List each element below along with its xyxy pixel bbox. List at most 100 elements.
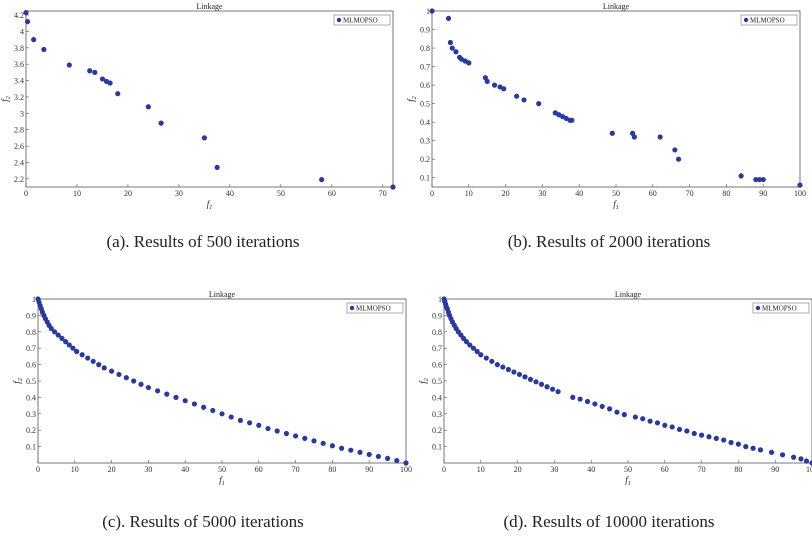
data-point-d xyxy=(500,364,506,370)
data-point-c xyxy=(348,447,354,453)
data-point-d xyxy=(699,432,705,438)
data-point-b xyxy=(514,93,520,99)
x-tick-label-c: 60 xyxy=(255,465,263,474)
y-tick-label-a: 3.4 xyxy=(14,77,24,86)
data-point-d xyxy=(544,384,550,390)
data-point-b xyxy=(631,134,637,140)
y-tick-label-a: 2.2 xyxy=(14,175,24,184)
data-point-d xyxy=(662,422,668,428)
data-point-c xyxy=(311,438,317,444)
data-point-d xyxy=(463,339,470,345)
data-point-d xyxy=(494,362,500,368)
y-tick-label-b: 0.3 xyxy=(420,137,430,146)
data-point-b xyxy=(797,182,803,188)
y-tick-label-c: 0.6 xyxy=(26,361,36,370)
chart-title-a: Linkage xyxy=(196,2,223,11)
y-tick-label-c: 0.4 xyxy=(26,393,36,402)
data-point-c xyxy=(48,325,54,332)
x-tick-label-c: 70 xyxy=(292,465,300,474)
data-point-d xyxy=(750,445,756,451)
x-axis-label-b: f1 xyxy=(613,199,619,211)
x-tick-label-d: 90 xyxy=(771,465,779,474)
y-tick-label-b: 1 xyxy=(426,7,430,16)
x-tick-label-c: 30 xyxy=(144,465,152,474)
data-point-c xyxy=(293,433,299,439)
chart-title-c: Linkage xyxy=(209,290,236,299)
x-tick-label-d: 80 xyxy=(734,465,742,474)
data-point-d xyxy=(584,398,591,405)
caption-c: (c). Results of 5000 iterations xyxy=(102,512,304,531)
data-point-d xyxy=(640,416,646,422)
data-point-d xyxy=(728,439,734,446)
y-tick-label-c: 0.8 xyxy=(26,328,36,337)
data-point-d xyxy=(791,454,797,460)
data-point-b xyxy=(672,147,678,153)
x-tick-label-a: 70 xyxy=(379,189,387,198)
data-point-b xyxy=(657,134,663,140)
x-tick-label-b: 10 xyxy=(465,189,473,198)
y-tick-label-b: 0.7 xyxy=(420,63,430,72)
data-point-c xyxy=(265,425,271,432)
data-point-d xyxy=(511,369,517,375)
y-tick-label-b: 0.1 xyxy=(420,174,430,183)
x-tick-label-c: 100 xyxy=(400,465,412,474)
scatter-plot-d: Linkage 0 10 20 30 40 50 60 70 80 90 100 0.1 0.2 0.3 0.… xyxy=(418,290,812,487)
data-point-b xyxy=(753,176,759,183)
x-tick-label-d: 40 xyxy=(587,465,595,474)
plot-frame-a xyxy=(25,10,394,188)
y-tick-label-c: 0.3 xyxy=(26,410,36,419)
data-point-a xyxy=(319,177,325,183)
x-tick-label-a: 10 xyxy=(73,189,81,198)
chart-title-b: Linkage xyxy=(603,2,630,11)
x-tick-label-c: 0 xyxy=(36,465,40,474)
data-point-b xyxy=(756,176,763,183)
x-tick-label-d: 30 xyxy=(550,465,558,474)
y-tick-label-a: 2.6 xyxy=(14,142,24,151)
legend-marker-c xyxy=(349,305,355,311)
data-point-b xyxy=(536,101,542,107)
y-tick-label-b: 0.9 xyxy=(420,26,430,35)
x-tick-label-b: 20 xyxy=(502,189,510,198)
y-axis-label-c: f2 xyxy=(12,378,24,384)
legend-label-d: MLMOPSO xyxy=(762,305,797,313)
x-tick-label-b: 100 xyxy=(794,189,806,198)
y-tick-label-d: 0.7 xyxy=(432,344,442,353)
data-point-a xyxy=(107,80,113,86)
x-tick-label-d: 50 xyxy=(624,465,632,474)
data-point-a xyxy=(92,69,98,75)
data-point-d xyxy=(798,456,804,462)
legend-box-d xyxy=(752,302,810,314)
y-tick-label-a: 2.4 xyxy=(14,158,24,167)
x-axis-label-c: f1 xyxy=(219,475,225,487)
y-tick-label-b: 0.4 xyxy=(420,118,430,127)
data-point-c xyxy=(145,384,151,391)
x-tick-label-c: 10 xyxy=(71,465,79,474)
data-point-d xyxy=(474,348,480,355)
data-point-a xyxy=(31,37,37,43)
data-point-c xyxy=(59,335,65,341)
y-tick-label-d: 0.8 xyxy=(432,328,442,337)
x-tick-label-d: 10 xyxy=(477,465,485,474)
y-tick-label-a: 3.8 xyxy=(14,44,24,53)
y-tick-label-a: 3.2 xyxy=(14,93,24,102)
legend-marker-b xyxy=(743,17,749,23)
data-point-c xyxy=(85,355,91,361)
x-tick-label-c: 90 xyxy=(365,465,373,474)
data-point-d xyxy=(779,452,786,458)
scatter-plot-b: Linkage 0 10 20 30 40 50 60 70 80 90 100 0.1 0.2 0.3 0.… xyxy=(406,2,806,211)
y-tick-label-d: 0.3 xyxy=(432,410,442,419)
y-tick-label-b: 0.5 xyxy=(420,100,430,109)
plot-frame-b xyxy=(431,10,801,188)
y-tick-label-b: 0.2 xyxy=(420,155,430,164)
data-point-c xyxy=(123,375,129,381)
y-tick-label-d: 0.9 xyxy=(432,311,442,320)
y-tick-label-d: 0.1 xyxy=(432,443,442,452)
data-point-c xyxy=(155,388,161,394)
data-point-c xyxy=(116,371,122,378)
data-point-d xyxy=(467,342,473,348)
data-point-c xyxy=(394,457,400,464)
x-tick-label-d: 20 xyxy=(514,465,522,474)
plot-frame-c xyxy=(37,298,407,464)
data-point-d xyxy=(516,371,523,378)
data-point-d xyxy=(555,389,561,395)
